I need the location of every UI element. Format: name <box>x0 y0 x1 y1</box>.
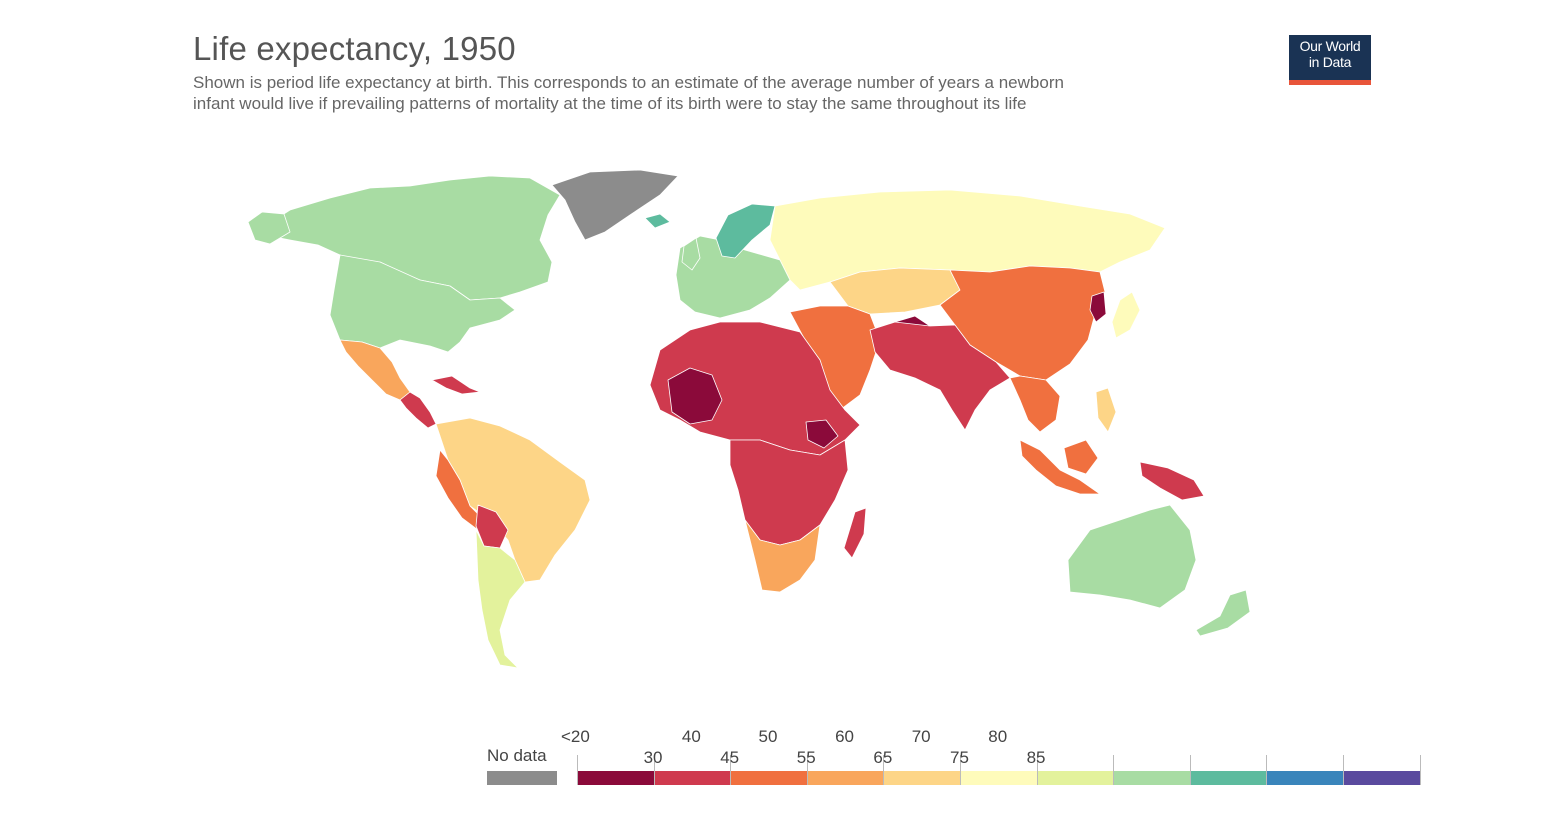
legend-tick-mark <box>1036 755 1038 785</box>
region-india[interactable] <box>869 321 1011 431</box>
region-central-america[interactable] <box>399 391 437 429</box>
legend-tick-mark <box>883 755 885 785</box>
legend-swatch-75-80 <box>1266 771 1343 785</box>
subtitle-line-2: infant would live if prevailing patterns… <box>193 94 1027 113</box>
legend-swatch-80-85 <box>1343 771 1420 785</box>
legend-bottom-tick-label: 55 <box>796 748 816 767</box>
our-world-in-data-logo[interactable]: Our World in Data <box>1289 35 1371 85</box>
legend-swatch-60-65 <box>1036 771 1114 785</box>
legend-tick-mark <box>960 755 961 785</box>
legend-tick-mark <box>653 755 655 785</box>
legend-tick-mark <box>1266 755 1268 785</box>
legend-tick-mark <box>1419 755 1421 785</box>
region-madagascar[interactable] <box>843 507 867 559</box>
region-argentina-chile[interactable] <box>475 529 526 669</box>
logo-line-1: Our World <box>1299 38 1361 54</box>
region-indonesia[interactable] <box>1019 439 1101 495</box>
legend-swatch-45-50 <box>806 771 884 785</box>
legend-swatch-55-60 <box>960 771 1037 785</box>
legend-bottom-tick-label: 75 <box>950 748 969 767</box>
legend-no-data-label: No data <box>487 746 547 765</box>
legend-swatch-50-55 <box>883 771 960 785</box>
legend-top-tick-label: 40 <box>681 727 701 746</box>
legend-tick-mark <box>1113 755 1115 785</box>
region-china[interactable] <box>939 265 1106 381</box>
legend-tick-mark <box>1189 755 1191 785</box>
legend-no-data-swatch <box>487 771 557 785</box>
legend-top-tick-label: 70 <box>911 727 931 746</box>
region-southeast-asia[interactable] <box>1009 375 1061 433</box>
region-greenland[interactable] <box>551 169 679 241</box>
region-mexico[interactable] <box>339 339 411 401</box>
legend-tick-mark <box>730 755 732 785</box>
region-borneo[interactable] <box>1063 439 1099 475</box>
legend-tick-mark <box>806 755 808 785</box>
region-papua[interactable] <box>1139 461 1205 501</box>
legend-top-tick-label: 60 <box>835 727 855 746</box>
legend-top-tick-label: <20 <box>561 727 590 746</box>
region-australia[interactable] <box>1067 504 1197 609</box>
legend-swatch-70-75 <box>1189 771 1267 785</box>
legend-bottom-tick-label: 45 <box>720 748 740 767</box>
region-south-sudan[interactable] <box>805 419 839 449</box>
legend-bottom-tick-label: 85 <box>1026 748 1046 767</box>
region-alaska[interactable] <box>247 211 291 245</box>
region-new-zealand[interactable] <box>1195 589 1251 637</box>
chart-subtitle: Shown is period life expectancy at birth… <box>193 72 1273 114</box>
legend-top-tick-label: 50 <box>758 727 778 746</box>
legend-bottom-tick-label: 30 <box>643 748 663 767</box>
logo-accent-bar <box>1289 80 1371 85</box>
region-philippines[interactable] <box>1095 387 1117 433</box>
legend-swatch-30-40 <box>653 771 731 785</box>
legend-swatch-40-45 <box>730 771 807 785</box>
region-korea[interactable] <box>1089 291 1107 323</box>
legend-bottom-tick-label: 65 <box>873 748 893 767</box>
region-japan[interactable] <box>1111 291 1141 339</box>
region-iceland[interactable] <box>644 213 671 229</box>
legend-swatch-<20-30 <box>577 771 654 785</box>
legend-swatch-65-70 <box>1113 771 1190 785</box>
logo-line-2: in Data <box>1308 54 1352 70</box>
legend-tick-mark <box>1343 755 1344 785</box>
region-uk[interactable] <box>681 237 701 271</box>
subtitle-line-1: Shown is period life expectancy at birth… <box>193 73 1064 92</box>
legend-top-tick-label: 80 <box>988 727 1008 746</box>
chart-title: Life expectancy, 1950 <box>193 30 516 67</box>
region-caribbean[interactable] <box>431 375 481 395</box>
legend-tick-mark <box>577 755 578 785</box>
region-mali[interactable] <box>667 367 723 425</box>
region-southern-africa[interactable] <box>744 519 821 593</box>
region-scandinavia[interactable] <box>715 203 776 259</box>
